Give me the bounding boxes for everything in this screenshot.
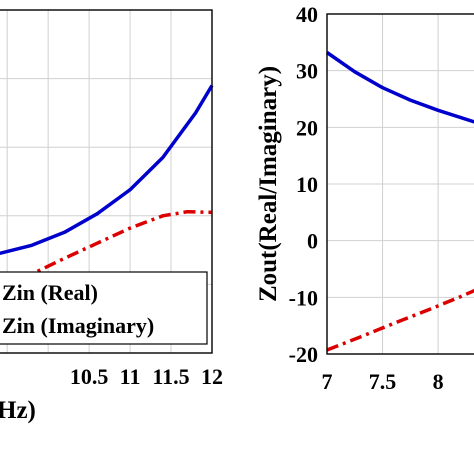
zin-series-line-real (0, 84, 214, 256)
zout-y-tick-label: 40 (296, 2, 318, 27)
zin-x-tick-labels: 10.5 11 11.5 12 (70, 364, 223, 389)
zout-x-tick-label: 7.5 (369, 369, 397, 394)
zout-y-tick-label: 10 (296, 172, 318, 197)
zout-series (326, 51, 474, 352)
zout-y-tick-label: 20 (296, 115, 318, 140)
zout-series-line-real (326, 51, 474, 124)
zout-y-axis-title: Zout(Real/Imaginary) (255, 66, 282, 302)
zout-y-tick-label: 0 (307, 229, 318, 254)
zin-chart: 10.5 11 11.5 12 Zin (Real) Zin (Imaginary) … (0, 9, 223, 424)
zin-legend: Zin (Real) Zin (Imaginary) (0, 271, 208, 345)
zout-y-tick-labels: -20 -10 0 10 20 30 40 (289, 2, 318, 367)
zin-x-tick-label: 12 (201, 364, 223, 389)
zout-x-tick-label: 7 (322, 369, 333, 394)
zin-series (0, 84, 214, 290)
zout-plot-frame (326, 13, 474, 355)
zout-x-tick-labels: 7 7.5 8 (322, 369, 444, 394)
zout-series-line-imaginary (326, 288, 474, 352)
zout-y-tick-label: -10 (289, 285, 318, 310)
legend-label-zin-imaginary: Zin (Imaginary) (2, 313, 154, 338)
legend-label-zin-real: Zin (Real) (2, 280, 98, 305)
zout-x-tick-label: 8 (433, 369, 444, 394)
zin-x-axis-title: Hz) (0, 397, 36, 424)
zin-legend-box (0, 271, 208, 345)
zin-plot-frame (0, 9, 213, 354)
zin-series-line-imaginary (0, 209, 213, 290)
zin-x-tick-label: 11 (120, 364, 141, 389)
zout-y-tick-label: 30 (296, 59, 318, 84)
zin-x-tick-label: 11.5 (152, 364, 189, 389)
zout-grid (327, 14, 474, 354)
zin-x-tick-label: 10.5 (70, 364, 109, 389)
zout-y-tick-label: -20 (289, 342, 318, 367)
